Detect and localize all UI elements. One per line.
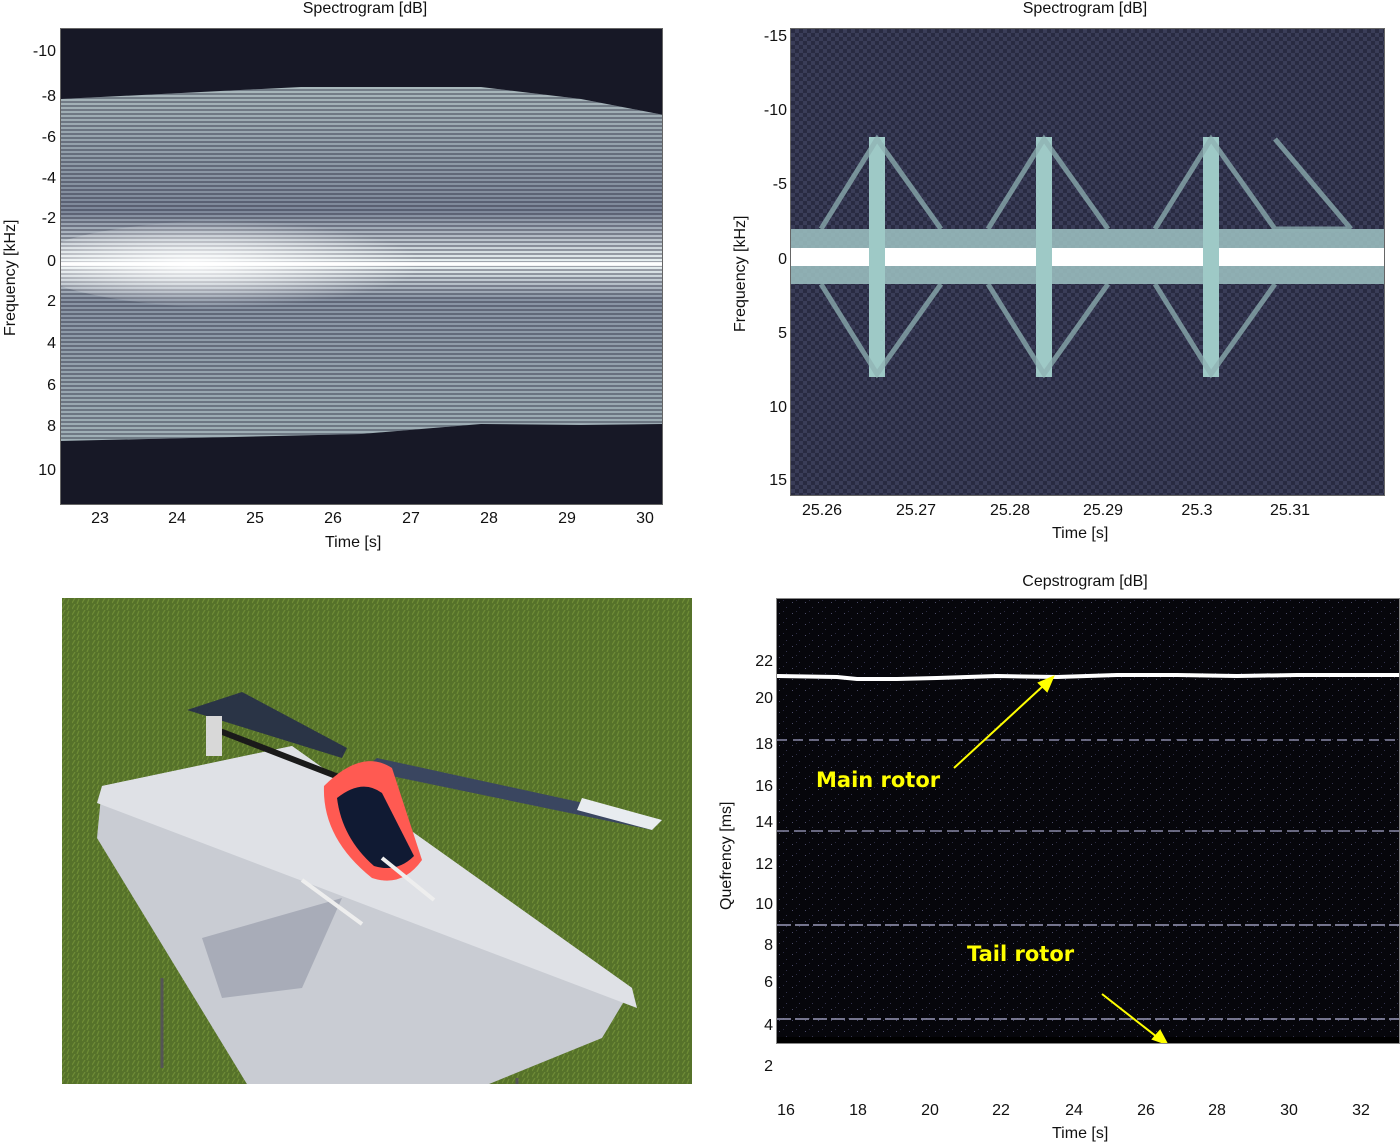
x-tick: 30 xyxy=(1280,1102,1298,1119)
x-tick: 25.3 xyxy=(1181,502,1213,519)
y-tick: 6 xyxy=(47,377,56,394)
y-tick: 8 xyxy=(764,937,773,954)
x-axis-label: Time [s] xyxy=(1052,1125,1109,1142)
y-tick: 10 xyxy=(769,399,787,416)
x-tick: 24 xyxy=(168,510,186,527)
x-axis-label: Time [s] xyxy=(325,534,382,551)
x-tick: 25.27 xyxy=(895,502,937,519)
y-tick: 4 xyxy=(47,335,56,352)
y-tick: 6 xyxy=(764,974,773,991)
y-tick: -6 xyxy=(41,129,56,146)
chart-title: Cepstrogram [dB] xyxy=(1022,573,1148,590)
x-tick: 20 xyxy=(921,1102,939,1119)
spectrogram-wide-plot xyxy=(60,28,663,505)
y-tick: 12 xyxy=(755,856,773,873)
x-tick: 25.26 xyxy=(801,502,843,519)
y-tick: -10 xyxy=(763,102,787,119)
x-tick: 28 xyxy=(480,510,498,527)
y-tick: 15 xyxy=(769,472,787,489)
cepstrogram-plot xyxy=(776,598,1400,1044)
y-tick: -2 xyxy=(41,210,56,227)
y-tick: 10 xyxy=(755,896,773,913)
x-axis-label: Time [s] xyxy=(1052,525,1109,542)
y-axis-label: Frequency [kHz] xyxy=(2,219,19,336)
y-tick: 0 xyxy=(47,253,56,270)
x-tick: 25.29 xyxy=(1082,502,1124,519)
x-tick: 25.31 xyxy=(1269,502,1311,519)
y-tick: 22 xyxy=(755,653,773,670)
spectrogram-wide-image xyxy=(61,87,662,441)
y-tick: -15 xyxy=(763,28,787,45)
y-tick: -10 xyxy=(32,43,56,60)
chart-title: Spectrogram [dB] xyxy=(302,0,428,17)
x-tick: 27 xyxy=(402,510,420,527)
x-tick: 16 xyxy=(777,1102,795,1119)
chart-title: Spectrogram [dB] xyxy=(1022,0,1148,17)
spectrogram-wide-panel: Spectrogram [dB] xyxy=(0,0,700,560)
helicopter-photo xyxy=(62,598,692,1084)
x-tick: 32 xyxy=(1352,1102,1370,1119)
y-tick: 8 xyxy=(47,418,56,435)
spectrogram-zoom-image xyxy=(791,29,1384,495)
x-tick: 29 xyxy=(558,510,576,527)
y-tick: -5 xyxy=(772,176,787,193)
x-tick: 24 xyxy=(1065,1102,1083,1119)
x-tick: 18 xyxy=(849,1102,867,1119)
y-tick: 5 xyxy=(778,325,787,342)
y-tick: 18 xyxy=(755,736,773,753)
cepstrogram-panel: Cepstrogram [dB] xyxy=(700,560,1400,1144)
y-tick: -4 xyxy=(41,170,56,187)
helicopter-illustration xyxy=(62,598,692,1084)
x-tick: 22 xyxy=(992,1102,1010,1119)
x-tick: 30 xyxy=(636,510,654,527)
y-axis-label: Quefrency [ms] xyxy=(718,801,735,910)
y-tick: -8 xyxy=(41,88,56,105)
y-tick: 20 xyxy=(755,690,773,707)
x-tick: 26 xyxy=(324,510,342,527)
y-tick: 14 xyxy=(755,814,773,831)
x-tick: 25.28 xyxy=(989,502,1031,519)
x-tick: 26 xyxy=(1137,1102,1155,1119)
y-tick: 2 xyxy=(47,293,56,310)
main-rotor-annotation: Main rotor xyxy=(816,768,941,792)
y-tick: 0 xyxy=(778,251,787,268)
y-tick: 4 xyxy=(764,1017,773,1034)
x-tick: 25 xyxy=(246,510,264,527)
spectrogram-zoom-plot xyxy=(790,28,1385,496)
y-axis-label: Frequency [kHz] xyxy=(732,215,749,332)
y-tick: 10 xyxy=(38,462,56,479)
x-tick: 23 xyxy=(91,510,109,527)
tail-rotor-annotation: Tail rotor xyxy=(967,942,1075,966)
cepstrogram-image xyxy=(777,599,1399,1043)
spectrogram-zoom-panel: Spectrogram [dB] xyxy=(700,0,1400,560)
x-tick: 28 xyxy=(1208,1102,1226,1119)
y-tick: 16 xyxy=(755,778,773,795)
y-tick: 2 xyxy=(764,1058,773,1075)
